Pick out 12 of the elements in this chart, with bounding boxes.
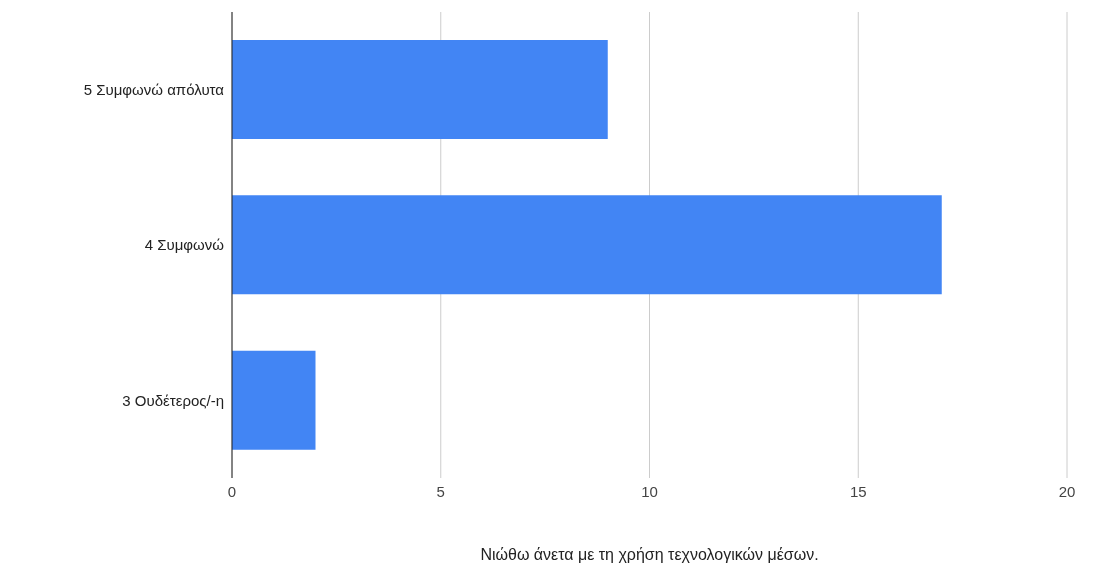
x-tick-label: 10: [641, 482, 658, 500]
x-tick-label: 0: [227, 482, 237, 500]
bar: [232, 39, 608, 139]
y-tick-label: 4 Συμφωνώ: [144, 236, 225, 254]
bar: [232, 195, 942, 295]
x-tick-label: 20: [1058, 482, 1076, 500]
bar: [232, 350, 316, 450]
x-tick-label: 5: [436, 482, 445, 500]
x-tick-label: 15: [849, 482, 867, 500]
x-axis-title: Νιώθω άνετα με τη χρήση τεχνολογικών μέσων.: [480, 546, 819, 563]
y-tick-label: 5 Συμφωνώ απόλυτα: [83, 80, 225, 98]
y-tick-label: 3 Ουδέτερος/-η: [122, 391, 224, 409]
